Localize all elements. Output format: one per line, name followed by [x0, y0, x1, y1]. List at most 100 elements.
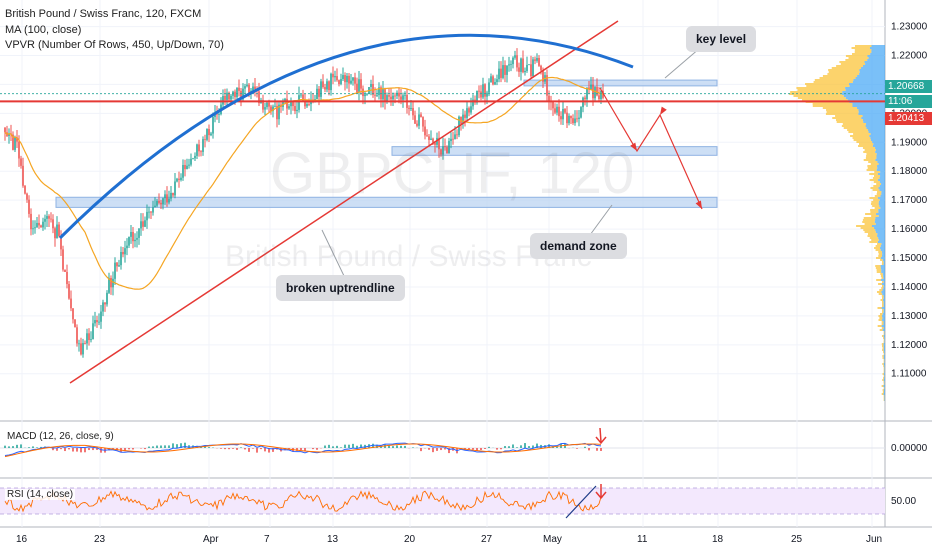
volume-bar [877, 161, 885, 163]
volume-bar [857, 75, 885, 77]
volume-bar [797, 89, 846, 91]
volume-bar [871, 51, 885, 53]
volume-bar [866, 123, 885, 125]
volume-bar [883, 355, 885, 357]
volume-bar [878, 251, 882, 253]
volume-bar [881, 295, 884, 297]
macd-histogram-bar [168, 445, 170, 448]
volume-bar [874, 171, 881, 173]
volume-bar [869, 197, 878, 199]
macd-histogram-bar [284, 448, 286, 451]
volume-bar [881, 255, 885, 257]
volume-bar [805, 83, 850, 85]
volume-bar [828, 69, 860, 71]
volume-bar [870, 137, 885, 139]
supply-demand-zones [55, 79, 718, 208]
volume-bar [883, 383, 885, 385]
volume-bar [883, 285, 885, 287]
volume-bar [882, 373, 884, 375]
callout-pointer [321, 229, 346, 279]
volume-bar [883, 385, 885, 387]
volume-bar [874, 227, 885, 229]
macd-histogram-bar [432, 448, 434, 453]
volume-bar [835, 119, 863, 121]
vpvr-legend[interactable]: VPVR (Number Of Rows, 450, Up/Down, 70) [5, 39, 224, 51]
macd-histogram-bar [224, 448, 226, 450]
candle-body [14, 137, 16, 150]
volume-bar [858, 113, 885, 115]
macd-histogram-bar [4, 445, 6, 448]
volume-bar [861, 67, 885, 69]
volume-bar [858, 109, 885, 111]
volume-bar [876, 153, 885, 155]
moving-average-line [4, 76, 604, 290]
candle-body [534, 59, 536, 61]
macd-histogram-bar [64, 448, 66, 452]
candle-body [20, 158, 22, 166]
macd-histogram-bar [472, 448, 474, 450]
candle-body [242, 88, 244, 100]
candle-body [74, 319, 76, 328]
volume-bar [880, 257, 885, 259]
ma-legend[interactable]: MA (100, close) [5, 24, 82, 36]
volume-bar [884, 365, 885, 367]
volume-bar [880, 175, 885, 177]
candle-body [542, 70, 544, 82]
candle-body [548, 95, 550, 102]
macd-histogram-bar [440, 448, 442, 451]
candle-body [174, 181, 176, 196]
volume-bar [883, 331, 885, 333]
macd-histogram-bar [364, 444, 366, 448]
volume-bar [867, 235, 878, 237]
candle-body [4, 127, 6, 133]
volume-bar [879, 289, 883, 291]
candle-body [424, 126, 426, 136]
candle-body [532, 59, 534, 77]
volume-bar [863, 65, 885, 67]
volume-bar [872, 189, 880, 191]
volume-bar [882, 285, 884, 287]
volume-bar [861, 117, 885, 119]
volume-bar [880, 273, 883, 275]
macd-histogram-bar [524, 443, 526, 448]
candle-body [102, 302, 104, 312]
axes: 1.230001.220001.210001.200001.190001.180… [16, 22, 928, 545]
candle-body [108, 277, 110, 293]
volume-bar [875, 219, 885, 221]
macd-histogram-bar [124, 448, 126, 452]
volume-bar [872, 145, 885, 147]
line-price-tag: 1.20413 [885, 112, 932, 125]
macd-histogram-bar [40, 446, 42, 448]
candle-body [54, 228, 56, 239]
volume-bar [878, 209, 885, 211]
volume-bar [882, 357, 884, 359]
volume-bar [883, 297, 885, 299]
candle-body [56, 224, 58, 239]
volume-bar [879, 317, 883, 319]
volume-bar [883, 353, 885, 355]
macd-label[interactable]: MACD (12, 26, close, 9) [5, 431, 116, 442]
volume-bar [854, 45, 872, 47]
candle-body [268, 102, 270, 107]
volume-bar [883, 281, 885, 283]
volume-bar [848, 57, 869, 59]
volume-bar [881, 345, 884, 347]
volume-bar [869, 237, 879, 239]
volume-bar [873, 143, 885, 145]
volume-bar [862, 147, 876, 149]
candle-body [522, 58, 524, 73]
candle-body [112, 278, 114, 288]
macd-histogram-bar [80, 448, 82, 453]
candle-body [66, 271, 68, 285]
candle-body [140, 221, 142, 229]
candle-body [416, 123, 418, 126]
macd-histogram-bar [556, 446, 558, 448]
candle-body [340, 79, 342, 85]
volume-bar [877, 165, 885, 167]
volume-bar [874, 195, 881, 197]
rsi-label[interactable]: RSI (14, close) [5, 489, 76, 500]
volume-bar [869, 173, 878, 175]
y-tick-label: 1.22000 [891, 51, 928, 62]
volume-bar [831, 67, 862, 69]
